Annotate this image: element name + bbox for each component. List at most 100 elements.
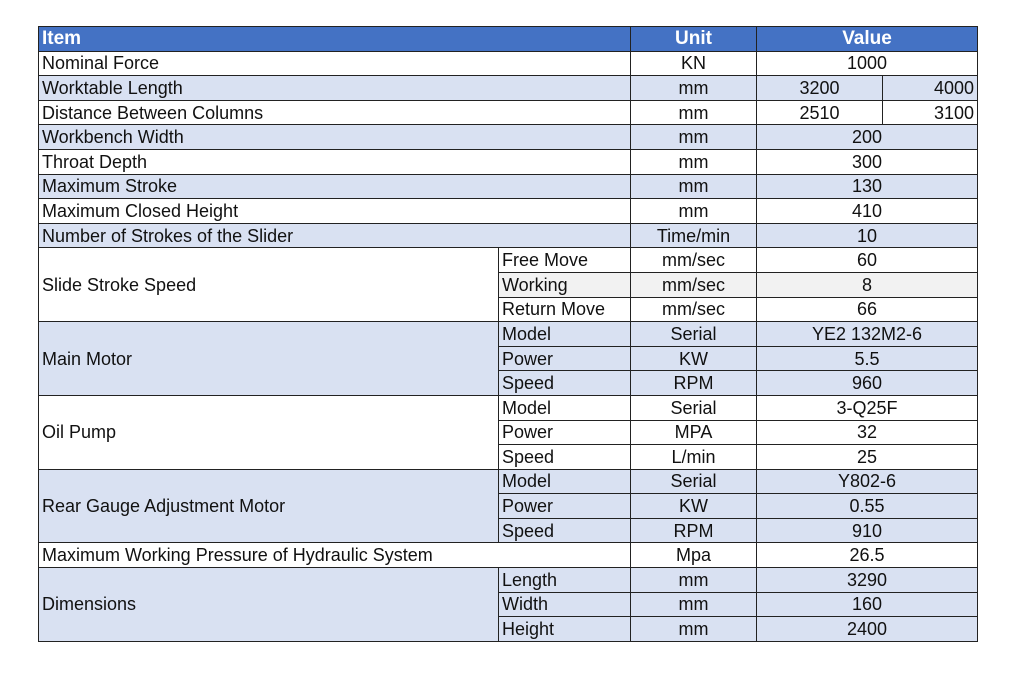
value-cell: 2400 bbox=[756, 616, 979, 642]
table-row: Power KW 0.55 bbox=[39, 493, 979, 519]
unit-cell: KW bbox=[630, 493, 758, 519]
header-unit: Unit bbox=[630, 26, 758, 52]
item-label: Maximum Working Pressure of Hydraulic Sy… bbox=[37, 542, 632, 569]
sub-label: Power bbox=[497, 345, 632, 372]
sub-label: Return Move bbox=[497, 296, 632, 323]
item-label: Slide Stroke Speed bbox=[38, 247, 499, 323]
unit-cell: mm bbox=[630, 148, 758, 175]
value-cell: 130 bbox=[756, 173, 979, 200]
item-label: Worktable Length bbox=[37, 75, 632, 101]
value-cell: 300 bbox=[756, 148, 979, 175]
header-value: Value bbox=[756, 26, 979, 52]
value-cell: 32 bbox=[756, 419, 979, 446]
sub-label: Model bbox=[497, 321, 632, 347]
item-label: Number of Strokes of the Slider bbox=[37, 222, 632, 249]
header-item: Item bbox=[37, 26, 632, 52]
unit-cell: mm bbox=[630, 591, 758, 618]
unit-cell: Serial bbox=[630, 394, 758, 421]
table-row: Speed RPM 910 bbox=[39, 517, 979, 544]
unit-cell: mm bbox=[630, 616, 758, 642]
unit-cell: Serial bbox=[630, 321, 758, 347]
sub-label: Speed bbox=[497, 444, 632, 470]
unit-cell: Mpa bbox=[630, 542, 758, 569]
value-cell: 160 bbox=[756, 591, 979, 618]
table-row: Rear Gauge Adjustment Motor Model Serial Y8… bbox=[38, 468, 979, 544]
unit-cell: RPM bbox=[630, 517, 758, 544]
table-row: Oil Pump Model Serial 3-Q25F bbox=[38, 394, 979, 470]
table-row: Workbench Width mm 200 bbox=[37, 124, 979, 150]
value-cell: 25 bbox=[756, 444, 979, 470]
value-cell: 1000 bbox=[756, 50, 979, 77]
value-cell-1: 3200 bbox=[756, 75, 884, 101]
table-row: Throat Depth mm 300 bbox=[37, 148, 979, 175]
table-row: Slide Stroke Speed Free Move mm/sec 60 bbox=[38, 247, 979, 323]
value-cell: 3290 bbox=[756, 567, 979, 593]
sub-label: Length bbox=[497, 567, 632, 593]
unit-cell: mm bbox=[630, 198, 758, 224]
sub-label: Working bbox=[497, 271, 632, 298]
item-label: Maximum Closed Height bbox=[37, 198, 632, 224]
sub-label: Free Move bbox=[497, 247, 632, 273]
header-row: Item Unit Value bbox=[37, 26, 979, 52]
unit-cell: mm/sec bbox=[630, 296, 758, 323]
table-row: Speed L/min 25 bbox=[39, 444, 979, 470]
table-row: Maximum Stroke mm 130 bbox=[37, 173, 979, 200]
value-cell: 960 bbox=[756, 370, 979, 396]
table-row: Maximum Closed Height mm 410 bbox=[37, 198, 979, 224]
item-label: Main Motor bbox=[38, 321, 499, 396]
table-row: Working mm/sec 8 bbox=[39, 271, 979, 298]
value-cell: 3-Q25F bbox=[756, 394, 979, 421]
sub-label: Speed bbox=[497, 517, 632, 544]
unit-cell: mm bbox=[630, 99, 758, 126]
sub-label: Model bbox=[497, 468, 632, 495]
unit-cell: mm bbox=[630, 75, 758, 101]
table-row: Distance Between Columns mm 2510 3100 bbox=[37, 99, 979, 126]
unit-cell: mm bbox=[630, 173, 758, 200]
item-label: Maximum Stroke bbox=[37, 173, 632, 200]
table-row: Maximum Working Pressure of Hydraulic Sy… bbox=[37, 542, 979, 569]
table-row: Worktable Length mm 3200 4000 bbox=[37, 75, 979, 101]
item-label: Dimensions bbox=[38, 567, 499, 642]
unit-cell: Serial bbox=[630, 468, 758, 495]
value-cell: 10 bbox=[756, 222, 979, 249]
item-label: Nominal Force bbox=[37, 50, 632, 77]
unit-cell: mm/sec bbox=[630, 271, 758, 298]
value-cell-2: 3100 bbox=[882, 99, 979, 126]
unit-cell: RPM bbox=[630, 370, 758, 396]
value-cell: 60 bbox=[756, 247, 979, 273]
unit-cell: Time/min bbox=[630, 222, 758, 249]
value-cell: 26.5 bbox=[756, 542, 979, 569]
item-label: Oil Pump bbox=[38, 394, 499, 470]
unit-cell: KW bbox=[630, 345, 758, 372]
value-cell: 5.5 bbox=[756, 345, 979, 372]
value-cell: 410 bbox=[756, 198, 979, 224]
item-label: Workbench Width bbox=[37, 124, 632, 150]
value-cell: YE2 132M2-6 bbox=[756, 321, 979, 347]
sub-label: Speed bbox=[497, 370, 632, 396]
value-cell: 200 bbox=[756, 124, 979, 150]
sub-label: Model bbox=[497, 394, 632, 421]
value-cell: Y802-6 bbox=[756, 468, 979, 495]
table-row: Number of Strokes of the Slider Time/min 1… bbox=[37, 222, 979, 249]
table-row: Height mm 2400 bbox=[39, 616, 979, 642]
value-cell: 0.55 bbox=[756, 493, 979, 519]
unit-cell: KN bbox=[630, 50, 758, 77]
spec-table: Item Unit Value Nominal Force KN 1000 Workt… bbox=[37, 26, 979, 642]
table-row: Dimensions Length mm 3290 bbox=[38, 567, 979, 642]
item-label: Throat Depth bbox=[37, 148, 632, 175]
table-row: Return Move mm/sec 66 bbox=[39, 296, 979, 323]
table-row: Width mm 160 bbox=[39, 591, 979, 618]
sub-label: Power bbox=[497, 419, 632, 446]
sub-label: Height bbox=[497, 616, 632, 642]
unit-cell: L/min bbox=[630, 444, 758, 470]
value-cell: 66 bbox=[756, 296, 979, 323]
value-cell-1: 2510 bbox=[756, 99, 884, 126]
unit-cell: MPA bbox=[630, 419, 758, 446]
sub-label: Power bbox=[497, 493, 632, 519]
table-row: Main Motor Model Serial YE2 132M2-6 bbox=[38, 321, 979, 396]
item-label: Rear Gauge Adjustment Motor bbox=[38, 468, 499, 544]
unit-cell: mm bbox=[630, 567, 758, 593]
value-cell-2: 4000 bbox=[882, 75, 979, 101]
sub-label: Width bbox=[497, 591, 632, 618]
unit-cell: mm/sec bbox=[630, 247, 758, 273]
